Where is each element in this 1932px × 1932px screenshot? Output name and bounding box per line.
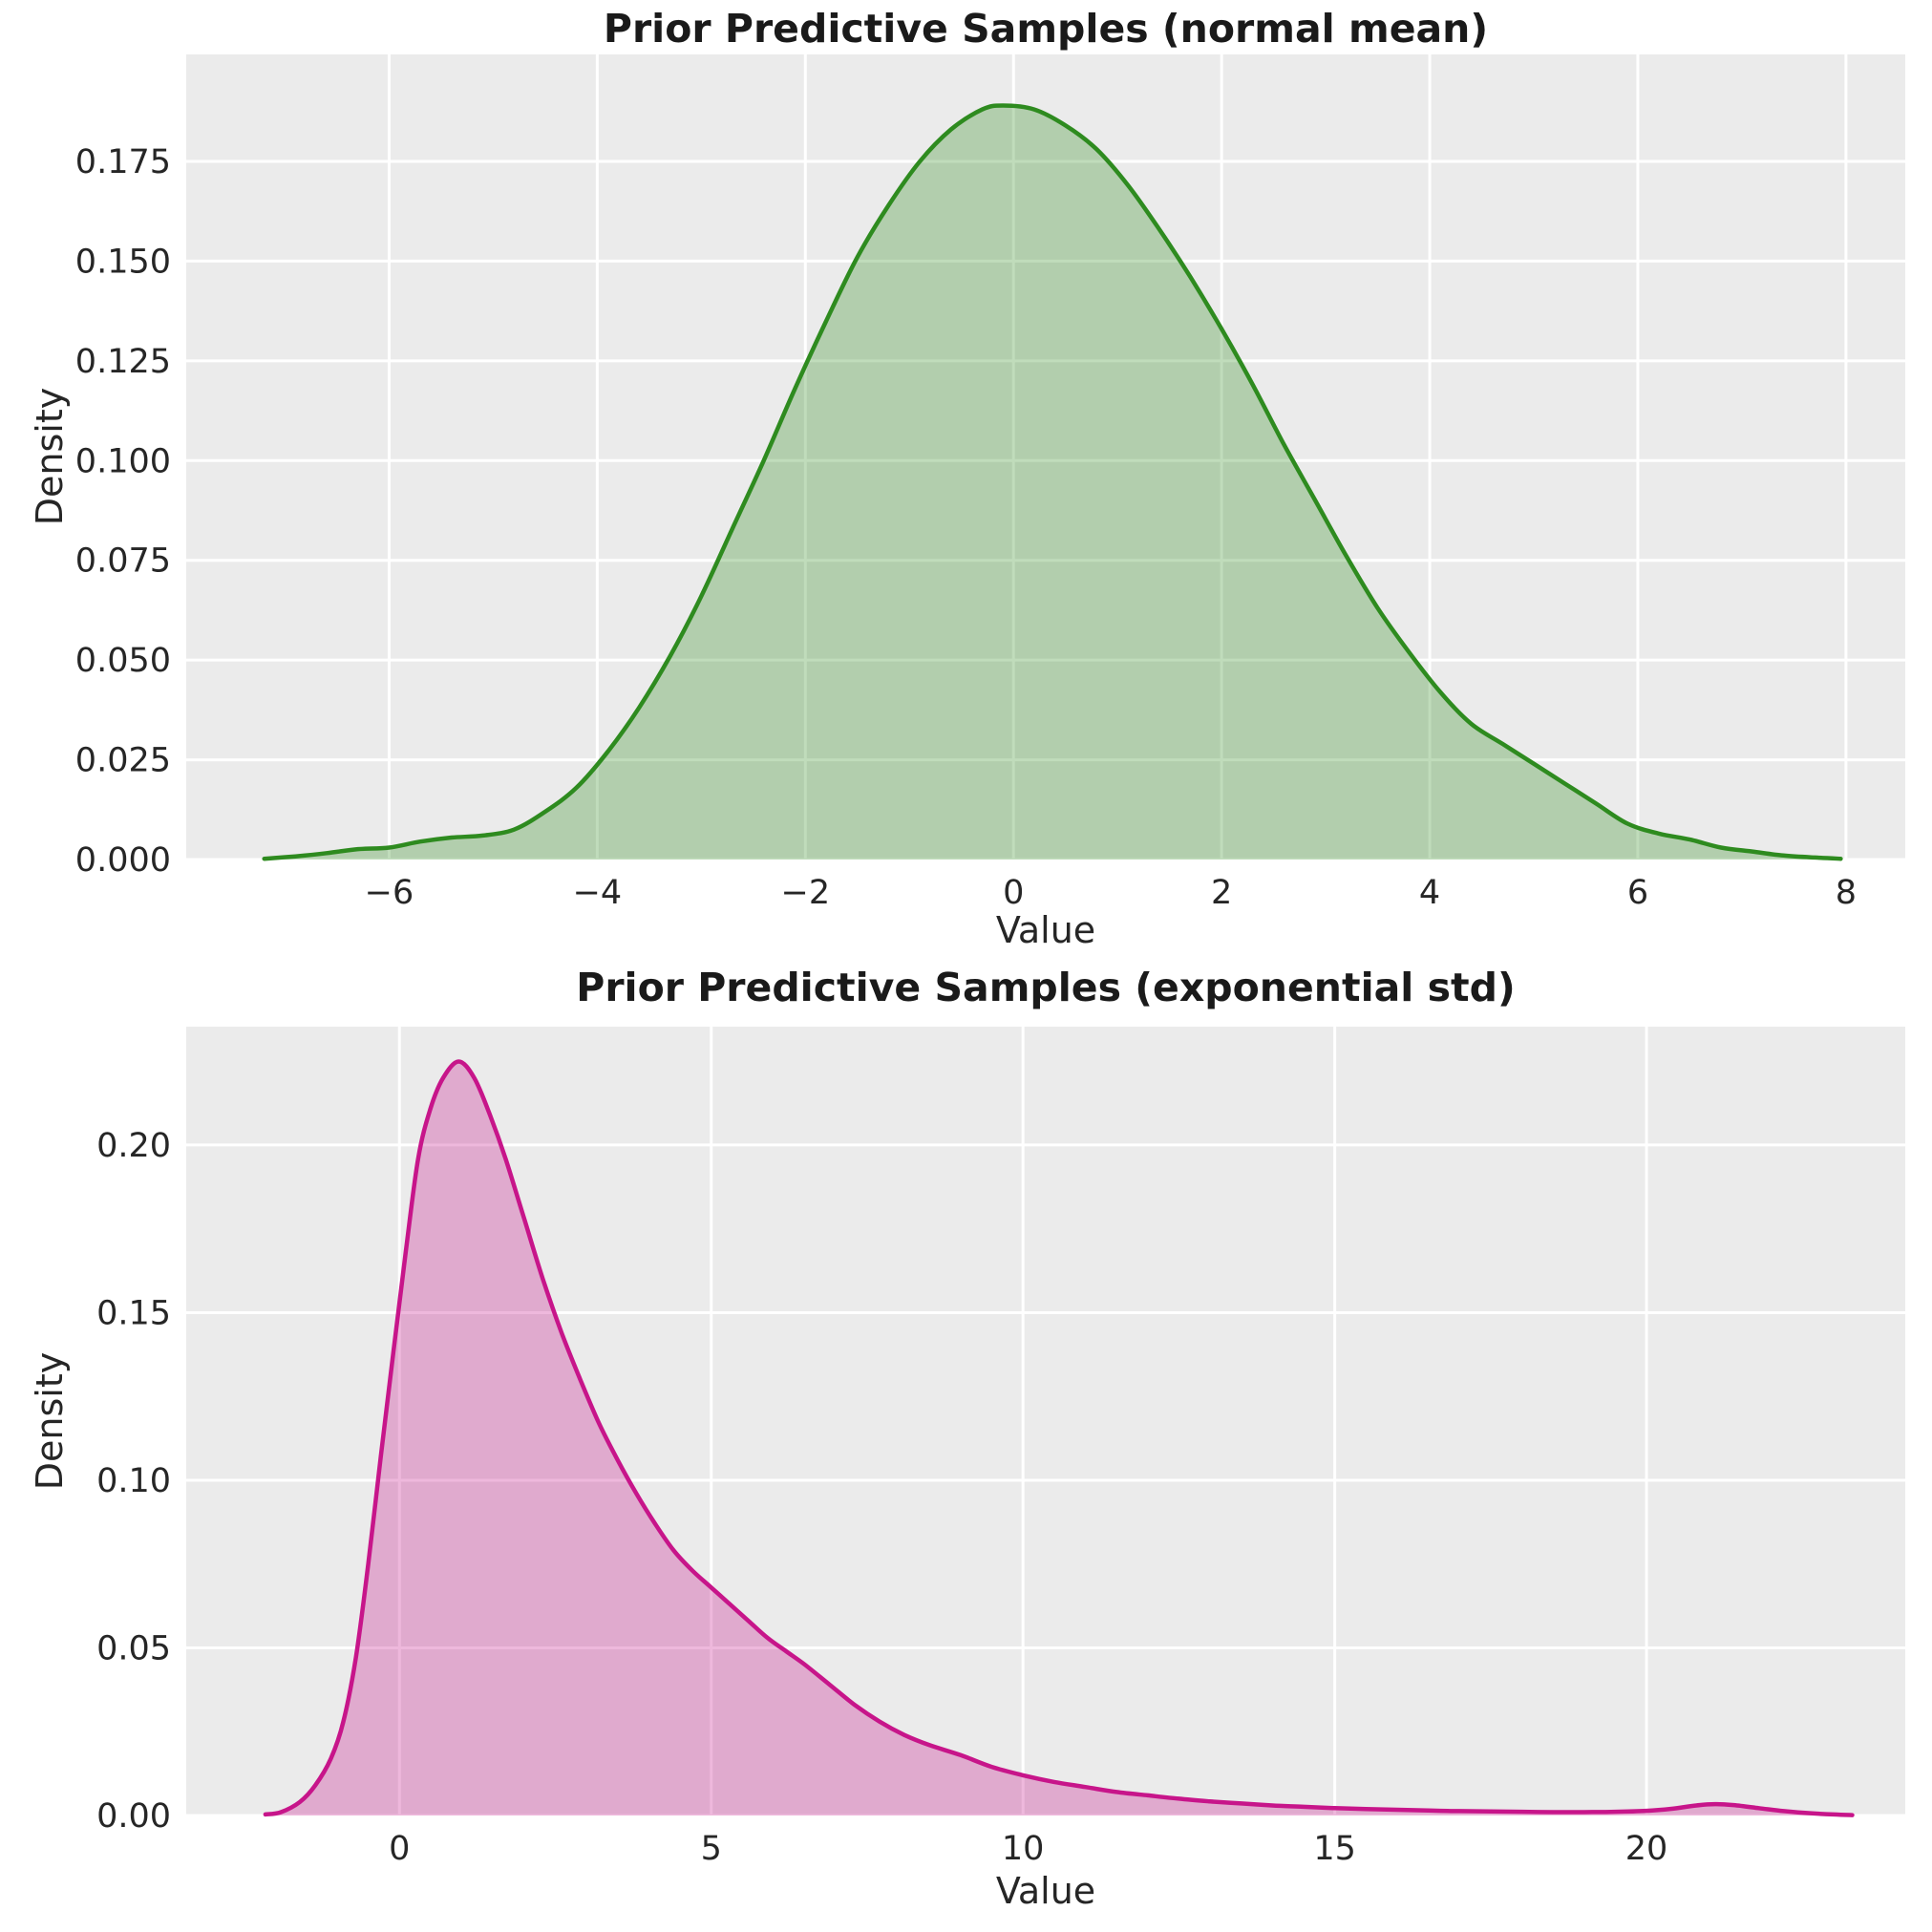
y-tick-label: 0.025 bbox=[75, 742, 171, 780]
x-tick-label: −2 bbox=[781, 874, 831, 912]
kde-normal-mean-curve bbox=[262, 103, 1843, 861]
y-tick-label: 0.00 bbox=[96, 1797, 171, 1836]
y-axis-label-normal-mean: Density bbox=[29, 387, 71, 526]
y-tick-label: 0.175 bbox=[75, 143, 171, 181]
x-tick-label: −6 bbox=[365, 874, 414, 912]
kde-exponential-std-fill bbox=[265, 1061, 1853, 1815]
x-tick-label: 0 bbox=[389, 1830, 410, 1868]
x-tick-label: 2 bbox=[1211, 874, 1232, 912]
x-tick-label: 10 bbox=[1002, 1830, 1045, 1868]
x-tick-label: 6 bbox=[1627, 874, 1648, 912]
x-tick-label: 0 bbox=[1003, 874, 1024, 912]
x-tick-label: 15 bbox=[1313, 1830, 1356, 1868]
y-tick-label: 0.150 bbox=[75, 243, 171, 281]
x-tick-label: 20 bbox=[1625, 1830, 1668, 1868]
x-axis-label-exponential-std: Value bbox=[995, 1870, 1096, 1912]
x-axis-label-normal-mean: Value bbox=[995, 909, 1096, 951]
chart-title-normal-mean: Prior Predictive Samples (normal mean) bbox=[603, 6, 1489, 52]
y-tick-label: 0.15 bbox=[96, 1294, 171, 1332]
kde-normal-mean-fill bbox=[264, 105, 1841, 860]
axes-background bbox=[186, 1027, 1905, 1815]
y-tick-label: 0.20 bbox=[96, 1127, 171, 1165]
y-tick-label: 0.100 bbox=[75, 442, 171, 480]
y-axis-label-exponential-std: Density bbox=[29, 1351, 71, 1491]
y-tick-label: 0.10 bbox=[96, 1462, 171, 1500]
x-tick-label: 5 bbox=[701, 1830, 722, 1868]
y-tick-label: 0.125 bbox=[75, 343, 171, 381]
y-tick-label: 0.000 bbox=[75, 841, 171, 880]
axes-background bbox=[186, 54, 1905, 860]
y-tick-label: 0.050 bbox=[75, 642, 171, 680]
x-tick-label: −4 bbox=[573, 874, 623, 912]
kde-exponential-std-curve bbox=[263, 1059, 1855, 1817]
x-tick-label: 4 bbox=[1419, 874, 1440, 912]
y-tick-label: 0.05 bbox=[96, 1629, 171, 1667]
chart-title-exponential-std: Prior Predictive Samples (exponential st… bbox=[576, 965, 1516, 1010]
y-tick-label: 0.075 bbox=[75, 542, 171, 581]
x-tick-label: 8 bbox=[1836, 874, 1857, 912]
